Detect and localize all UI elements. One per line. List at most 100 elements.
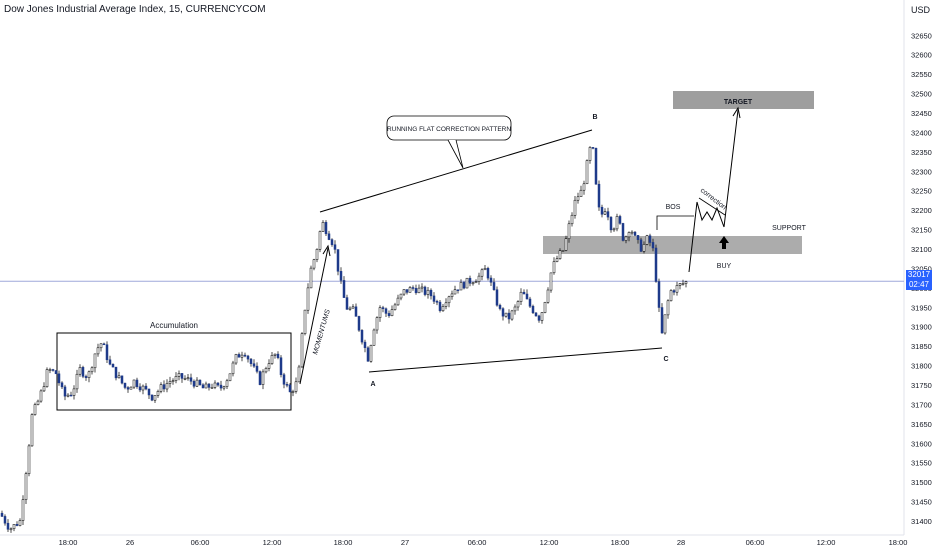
candle-down bbox=[537, 315, 541, 321]
y-tick-label: 31450 bbox=[911, 498, 932, 507]
candle-up bbox=[459, 282, 463, 291]
candle-down bbox=[423, 286, 427, 295]
candle-up bbox=[540, 312, 544, 321]
candle-down bbox=[6, 522, 10, 530]
candle-up bbox=[480, 269, 484, 277]
candle-up bbox=[39, 390, 43, 402]
y-tick-label: 32150 bbox=[911, 226, 932, 235]
candle-down bbox=[657, 281, 661, 308]
candle-up bbox=[450, 293, 454, 297]
candle-up bbox=[234, 354, 238, 364]
pattern-callout-pointer bbox=[447, 139, 464, 169]
candle-up bbox=[477, 275, 481, 282]
candle-up bbox=[681, 283, 685, 285]
candle-down bbox=[219, 384, 223, 389]
candle-up bbox=[417, 287, 421, 294]
candle-up bbox=[561, 250, 565, 252]
candle-up bbox=[213, 382, 217, 388]
x-tick-label: 18:00 bbox=[59, 538, 78, 547]
y-tick-label: 31700 bbox=[911, 400, 932, 409]
candle-up bbox=[96, 347, 100, 355]
candle-down bbox=[597, 183, 601, 208]
candle-up bbox=[153, 395, 157, 401]
y-tick-label: 31900 bbox=[911, 323, 932, 332]
candle-down bbox=[648, 235, 652, 243]
candle-down bbox=[180, 373, 184, 379]
candle-up bbox=[564, 238, 568, 251]
momentum-arrowhead bbox=[322, 244, 331, 257]
candle-up bbox=[273, 353, 277, 356]
candle-down bbox=[360, 330, 364, 343]
candle-down bbox=[246, 355, 250, 360]
candle-up bbox=[177, 373, 181, 377]
candle-up bbox=[645, 235, 649, 245]
candle-down bbox=[405, 289, 409, 293]
candle-down bbox=[621, 223, 625, 241]
point-b-label: B bbox=[592, 114, 597, 121]
candle-up bbox=[222, 386, 226, 389]
candle-up bbox=[630, 231, 634, 234]
candle-up bbox=[567, 223, 571, 239]
candle-up bbox=[99, 343, 103, 349]
y-tick-label: 32200 bbox=[911, 206, 932, 215]
candle-down bbox=[327, 233, 331, 240]
candle-up bbox=[66, 394, 70, 397]
candle-down bbox=[3, 516, 7, 524]
candle-up bbox=[573, 199, 577, 216]
candle-down bbox=[216, 382, 220, 386]
x-tick-label: 18:00 bbox=[334, 538, 353, 547]
candle-down bbox=[600, 206, 604, 215]
candle-up bbox=[678, 283, 682, 286]
candle-up bbox=[549, 272, 553, 291]
y-tick-label: 32300 bbox=[911, 167, 932, 176]
candle-down bbox=[333, 244, 337, 250]
candle-up bbox=[582, 183, 586, 191]
candle-up bbox=[195, 379, 199, 387]
candle-down bbox=[237, 354, 241, 358]
support-zone bbox=[543, 236, 802, 254]
candle-down bbox=[243, 354, 247, 357]
candle-up bbox=[183, 378, 187, 380]
candle-up bbox=[117, 375, 121, 379]
candle-up bbox=[90, 367, 94, 373]
candle-up bbox=[510, 310, 514, 320]
candle-up bbox=[642, 244, 646, 252]
candle-up bbox=[231, 362, 235, 375]
projected-path bbox=[688, 109, 739, 273]
candle-up bbox=[603, 211, 607, 215]
candle-up bbox=[18, 520, 22, 526]
candle-down bbox=[639, 239, 643, 252]
candle-up bbox=[240, 354, 244, 358]
candle-down bbox=[345, 297, 349, 310]
candle-up bbox=[546, 289, 550, 303]
candle-down bbox=[126, 387, 130, 390]
candle-down bbox=[282, 374, 286, 385]
candle-up bbox=[666, 300, 670, 316]
candle-up bbox=[513, 306, 517, 312]
candle-up bbox=[72, 388, 76, 396]
candle-up bbox=[300, 333, 304, 368]
candle-up bbox=[261, 371, 265, 385]
x-tick-label: 18:00 bbox=[889, 538, 908, 547]
y-tick-label: 32350 bbox=[911, 148, 932, 157]
candle-up bbox=[321, 222, 325, 232]
candle-up bbox=[93, 353, 97, 369]
symbol-title: Dow Jones Industrial Average Index, 15, … bbox=[4, 4, 266, 15]
candle-up bbox=[627, 232, 631, 238]
candle-up bbox=[663, 314, 667, 334]
candle-up bbox=[315, 249, 319, 260]
candle-down bbox=[150, 394, 154, 401]
candle-down bbox=[252, 363, 256, 367]
candle-down bbox=[432, 295, 436, 302]
candle-down bbox=[468, 277, 472, 284]
last-price-value: 32017 bbox=[907, 270, 931, 279]
candle-up bbox=[585, 160, 589, 184]
y-tick-label: 31750 bbox=[911, 381, 932, 390]
candle-down bbox=[336, 249, 340, 272]
candle-down bbox=[501, 308, 505, 317]
candle-down bbox=[414, 288, 418, 294]
candle-down bbox=[633, 231, 637, 236]
candle-up bbox=[78, 367, 82, 375]
candle-down bbox=[102, 343, 106, 346]
